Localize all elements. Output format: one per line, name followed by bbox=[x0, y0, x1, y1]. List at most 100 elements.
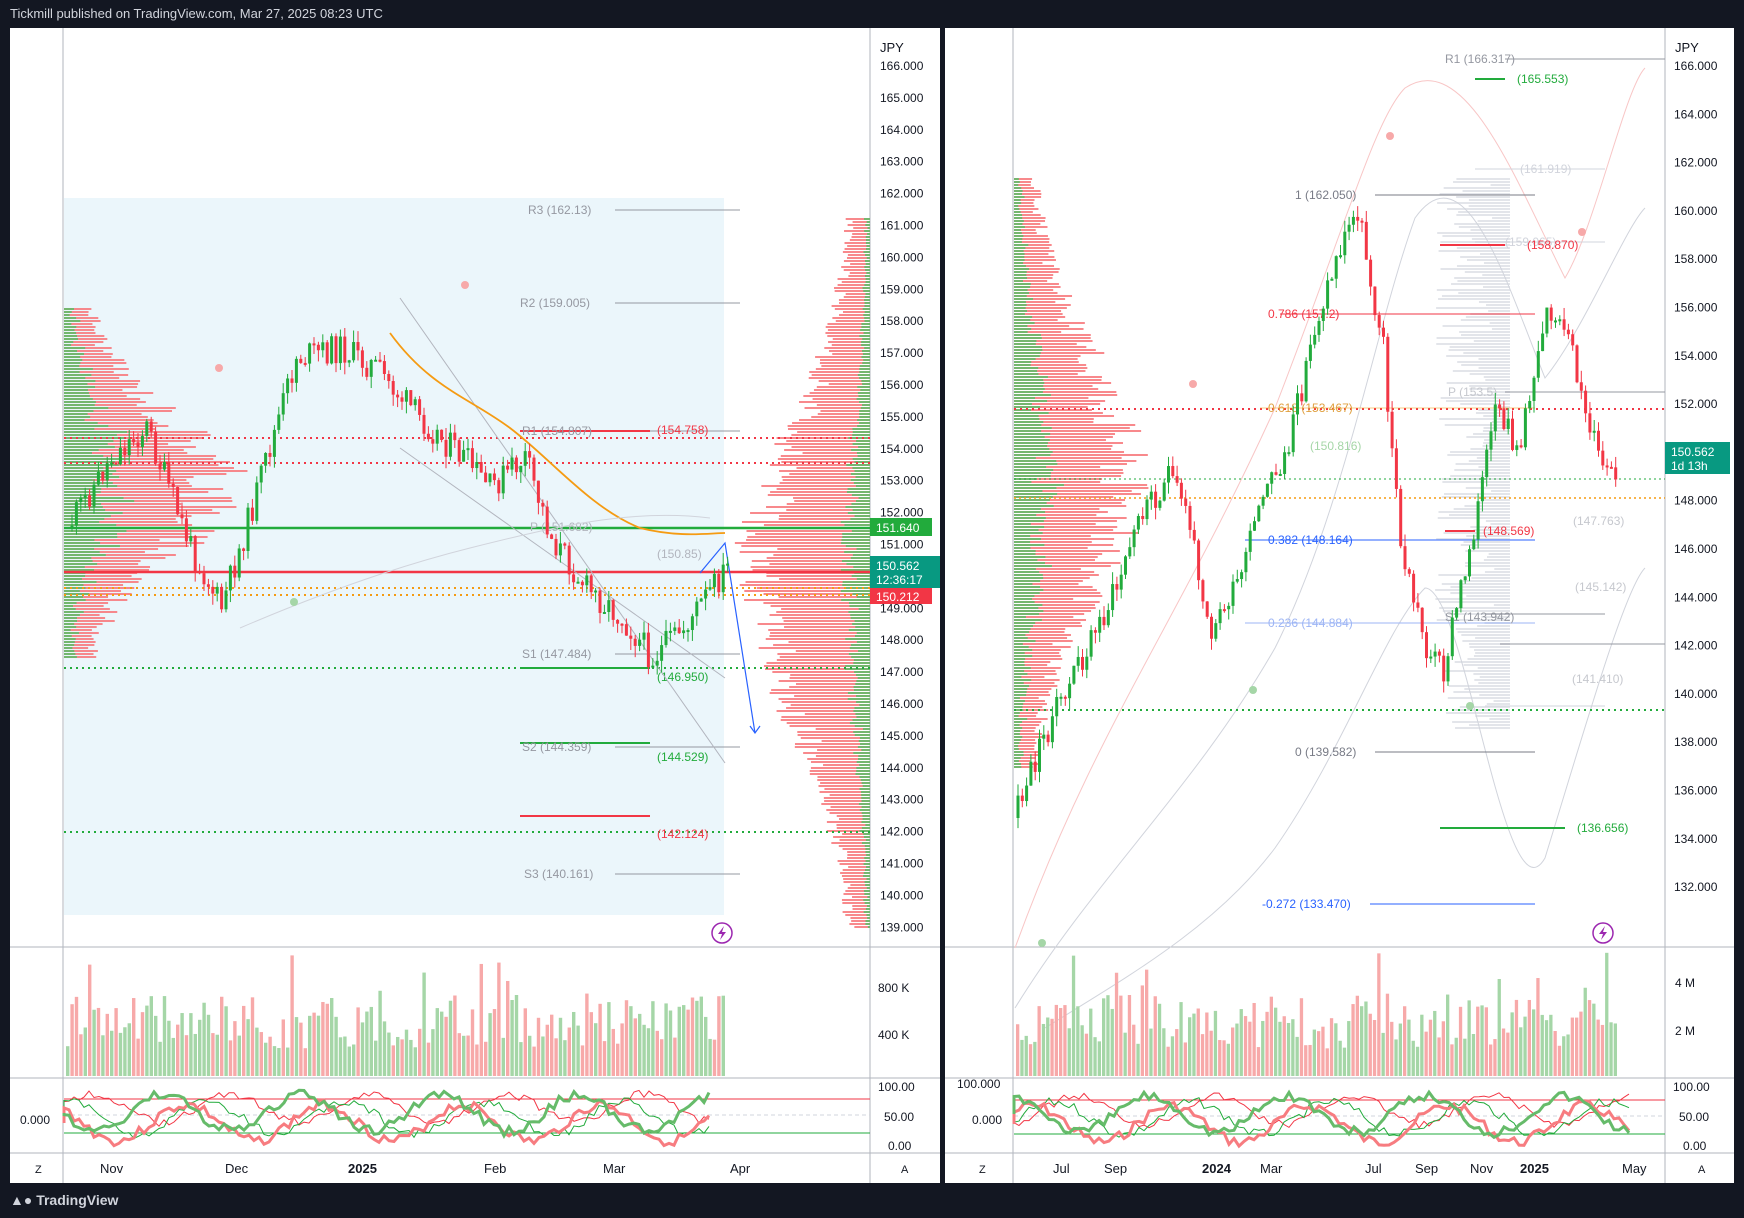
candle-body bbox=[726, 563, 730, 566]
candle-body bbox=[1425, 632, 1428, 659]
price-tick: 142.000 bbox=[1674, 639, 1718, 653]
auto-scale-z-button[interactable]: Z bbox=[35, 1164, 42, 1176]
level-label: (158.870) bbox=[1527, 238, 1578, 252]
candle-body bbox=[717, 573, 721, 593]
candle-body bbox=[1605, 465, 1609, 468]
candlestick-series[interactable] bbox=[70, 328, 730, 675]
candle-body bbox=[1416, 602, 1420, 608]
candle-body bbox=[448, 432, 452, 457]
price-tick: 132.000 bbox=[1674, 880, 1718, 894]
candle-body bbox=[1459, 580, 1463, 609]
time-label: 2024 bbox=[1202, 1161, 1232, 1176]
oscillator-panel bbox=[62, 1088, 870, 1148]
candle-body bbox=[1046, 734, 1050, 743]
candle-body bbox=[1558, 319, 1562, 322]
candle-body bbox=[1382, 327, 1385, 337]
lightning-icon[interactable] bbox=[1592, 922, 1614, 944]
candle-body bbox=[1184, 498, 1188, 506]
lightning-bolt-icon bbox=[718, 926, 726, 940]
volume-tick: 4 M bbox=[1675, 976, 1695, 990]
candle-body bbox=[1356, 216, 1360, 221]
candle-body bbox=[400, 397, 404, 402]
right-chart-pane[interactable]: 1 (162.050) 0.786 (157.2) 0.618 (153.467… bbox=[945, 28, 1734, 1183]
candle-body bbox=[396, 394, 400, 398]
projection-arrow[interactable] bbox=[699, 541, 756, 734]
price-tick: 147.000 bbox=[880, 665, 924, 679]
price-tick: 152.000 bbox=[880, 506, 924, 520]
pivot-label: R1 (166.317) bbox=[1445, 52, 1515, 66]
pivot-label: S1 (143.942) bbox=[1445, 610, 1514, 624]
candle-body bbox=[523, 451, 527, 466]
auto-scale-z-button[interactable]: Z bbox=[979, 1164, 986, 1176]
left-chart-svg[interactable]: R3 (162.13) R2 (159.005) R1 (154.807) P … bbox=[10, 28, 940, 1183]
candle-body bbox=[1291, 414, 1295, 453]
candle-body bbox=[88, 495, 92, 507]
pivot-label: (147.763) bbox=[1573, 514, 1624, 528]
candle-body bbox=[1085, 656, 1089, 670]
candle-body bbox=[127, 439, 131, 456]
candle-body bbox=[708, 587, 712, 590]
candle-body bbox=[268, 452, 272, 457]
last-price-text: 150.562 bbox=[876, 559, 920, 573]
green-price-tag bbox=[870, 518, 932, 536]
candle-body bbox=[1468, 549, 1471, 577]
candle-body bbox=[1592, 430, 1596, 433]
candle-body bbox=[1304, 360, 1308, 402]
candle-body bbox=[638, 639, 642, 646]
osc-tick: 100.00 bbox=[878, 1080, 915, 1094]
candle-body bbox=[1485, 449, 1489, 478]
candle-body bbox=[633, 638, 637, 646]
pivot-label: (150.816) bbox=[1310, 439, 1361, 453]
price-tick: 144.000 bbox=[880, 761, 924, 775]
candle-body bbox=[1498, 404, 1502, 409]
candle-body bbox=[1334, 256, 1338, 279]
auto-scale-a-button[interactable]: A bbox=[901, 1164, 909, 1176]
candle-body bbox=[1278, 473, 1282, 476]
price-axis[interactable]: 166.000 164.000 162.000 160.000 158.000 156.0… bbox=[1674, 59, 1718, 894]
candle-body bbox=[545, 506, 549, 535]
candle-body bbox=[444, 439, 448, 457]
arrow-head-icon bbox=[749, 725, 761, 735]
price-tick: 159.000 bbox=[880, 282, 924, 296]
auto-scale-a-button[interactable]: A bbox=[1698, 1164, 1706, 1176]
candle-body bbox=[1128, 547, 1132, 557]
candle-body bbox=[1403, 546, 1407, 570]
candlestick-series[interactable] bbox=[1016, 206, 1618, 829]
signal-dot bbox=[215, 364, 223, 372]
candle-body bbox=[699, 598, 703, 602]
candle-body bbox=[1450, 617, 1454, 657]
green-price-tag-text: 151.640 bbox=[876, 521, 920, 535]
trend-line[interactable] bbox=[399, 297, 726, 764]
candle-body bbox=[233, 565, 237, 578]
candle-body bbox=[1545, 307, 1549, 334]
candle-body bbox=[1016, 795, 1020, 818]
candle-body bbox=[79, 497, 83, 503]
candle-body bbox=[1072, 665, 1076, 684]
candle-body bbox=[475, 462, 479, 469]
lightning-icon[interactable] bbox=[711, 922, 733, 944]
price-tick: 134.000 bbox=[1674, 832, 1718, 846]
price-tick: 161.000 bbox=[880, 219, 924, 233]
candle-body bbox=[1179, 482, 1183, 499]
candle-body bbox=[1515, 445, 1519, 450]
left-chart-pane[interactable]: R3 (162.13) R2 (159.005) R1 (154.807) P … bbox=[10, 28, 940, 1183]
candle-body bbox=[1033, 761, 1037, 772]
middle-band bbox=[1014, 197, 1646, 1009]
price-tick: 149.000 bbox=[880, 601, 924, 615]
price-axis[interactable]: 166.000 165.000 164.000 163.000 162.000 161.0… bbox=[880, 59, 924, 934]
time-label: Feb bbox=[484, 1161, 506, 1176]
candle-body bbox=[123, 447, 127, 456]
candle-body bbox=[532, 457, 536, 481]
pivot-label-s1: S1 (147.484) bbox=[522, 647, 591, 661]
candle-body bbox=[594, 590, 598, 593]
right-chart-svg[interactable]: 1 (162.050) 0.786 (157.2) 0.618 (153.467… bbox=[945, 28, 1734, 1183]
candle-body bbox=[74, 502, 78, 526]
candle-body bbox=[673, 627, 677, 631]
candle-body bbox=[290, 378, 294, 383]
candle-body bbox=[510, 457, 514, 470]
price-tick: 158.000 bbox=[1674, 252, 1718, 266]
candle-body bbox=[598, 590, 602, 613]
candle-body bbox=[1326, 280, 1330, 309]
candle-body bbox=[479, 462, 483, 473]
candle-body bbox=[1038, 738, 1041, 772]
